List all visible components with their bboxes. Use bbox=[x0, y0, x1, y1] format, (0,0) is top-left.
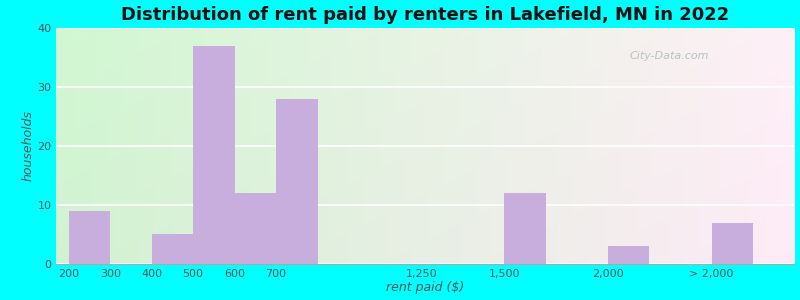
Bar bbox=[234, 193, 276, 264]
Bar bbox=[608, 246, 650, 264]
Text: City-Data.com: City-Data.com bbox=[630, 51, 709, 61]
Bar bbox=[711, 223, 753, 264]
Y-axis label: households: households bbox=[22, 110, 34, 181]
Bar bbox=[69, 211, 110, 264]
Bar bbox=[276, 99, 318, 264]
Title: Distribution of rent paid by renters in Lakefield, MN in 2022: Distribution of rent paid by renters in … bbox=[122, 6, 730, 24]
X-axis label: rent paid ($): rent paid ($) bbox=[386, 281, 465, 294]
Bar bbox=[193, 46, 234, 264]
Bar bbox=[504, 193, 546, 264]
Bar bbox=[152, 234, 193, 264]
